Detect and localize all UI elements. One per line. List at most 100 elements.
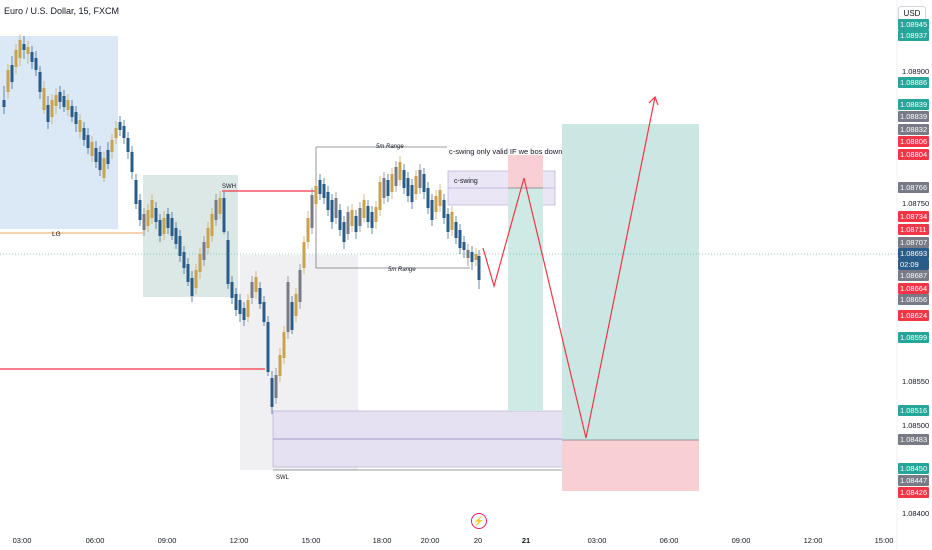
price-axis-label: 1.08500 (902, 421, 930, 430)
price-tag: 1.08656 (898, 294, 929, 305)
candlesticks (2, 34, 481, 414)
candle-body (22, 44, 26, 50)
time-label: 06:00 (85, 536, 105, 545)
projection-path (482, 96, 656, 439)
candle-body (118, 122, 122, 130)
price-tag: 1.08707 (898, 237, 929, 248)
time-label: 09:00 (157, 536, 177, 545)
candle-body (14, 50, 18, 67)
candle-body (66, 100, 70, 110)
candle-body (186, 264, 190, 282)
price-tag: 02:09 (898, 259, 929, 270)
price-tag: 1.08832 (898, 124, 929, 135)
time-label: 06:00 (659, 536, 679, 545)
candle-body (346, 212, 350, 234)
c-swing-note: c-swing only valid IF we bos down (449, 147, 562, 156)
candle-body (306, 218, 310, 242)
big-target-zone (562, 124, 699, 440)
candle-body (446, 214, 450, 232)
price-tag: 1.08886 (898, 77, 929, 88)
candle-body (90, 142, 94, 156)
price-tag: 1.08839 (898, 111, 929, 122)
candle-body (2, 100, 6, 107)
price-tag: 1.08804 (898, 149, 929, 160)
candle-body (26, 47, 30, 54)
price-tag: 1.08624 (898, 310, 929, 321)
candle-body (310, 195, 314, 228)
small-target-zone (508, 188, 543, 411)
candle-body (322, 184, 326, 198)
candle-body (338, 210, 342, 230)
candle-body (54, 95, 58, 106)
time-label: 03:00 (12, 536, 32, 545)
candle-body (274, 375, 278, 398)
candle-body (162, 218, 166, 234)
candle-body (418, 170, 422, 188)
candle-body (62, 96, 66, 107)
c-swing-label: c-swing (454, 178, 478, 185)
candle-body (142, 214, 146, 230)
candle-body (406, 178, 410, 196)
price-tag: 1.08945 (898, 19, 929, 30)
candle-body (126, 138, 130, 152)
candle-body (70, 106, 74, 117)
candle-body (34, 58, 38, 70)
price-tag: 1.08839 (898, 99, 929, 110)
candle-body (402, 170, 406, 188)
candle-body (82, 128, 86, 140)
price-tag: 1.08806 (898, 136, 929, 147)
time-label: 12:00 (803, 536, 823, 545)
candle-body (58, 92, 62, 102)
candle-body (94, 148, 98, 162)
price-tag: 1.08711 (898, 224, 929, 235)
candle-body (326, 192, 330, 210)
projection-arrow-head (648, 95, 659, 106)
price-tag: 1.08766 (898, 182, 929, 193)
candle-body (146, 210, 150, 226)
price-tag: 1.08447 (898, 475, 929, 486)
candle-body (250, 282, 254, 298)
candle-body (150, 200, 154, 218)
candle-body (210, 214, 214, 236)
candle-body (74, 112, 78, 124)
candle-body (238, 300, 242, 314)
candle-body (354, 216, 358, 232)
price-tag: 1.08426 (898, 487, 929, 498)
candle-body (102, 158, 106, 178)
candle-body (218, 198, 222, 214)
candle-body (114, 128, 118, 138)
candle-body (342, 222, 346, 242)
candle-body (350, 210, 354, 226)
candle-body (122, 126, 126, 138)
candle-body (198, 254, 202, 272)
candle-body (458, 230, 462, 248)
candle-body (422, 174, 426, 192)
candle-body (234, 294, 238, 310)
price-axis-label: 1.08750 (902, 199, 930, 208)
price-axis-label: 1.08550 (902, 377, 930, 386)
swh-label: SWH (222, 184, 236, 190)
candle-body (390, 174, 394, 192)
candle-body (314, 186, 318, 204)
candle-body (477, 256, 481, 280)
lightning-icon[interactable]: ⚡ (471, 513, 487, 529)
candle-body (434, 196, 438, 212)
candle-body (286, 282, 290, 332)
time-label: 20:00 (420, 536, 440, 545)
candle-body (474, 254, 478, 260)
candle-body (470, 252, 474, 262)
candle-body (258, 288, 262, 304)
candle-body (302, 242, 306, 268)
symbol-title[interactable]: Euro / U.S. Dollar, 15, FXCM (4, 6, 120, 16)
time-label: 03:00 (587, 536, 607, 545)
candle-body (462, 242, 466, 250)
candle-body (378, 182, 382, 210)
candle-body (170, 218, 174, 236)
candle-body (262, 302, 266, 322)
candle-body (278, 355, 282, 376)
candle-body (166, 214, 170, 228)
candle-body (394, 167, 398, 186)
candle-body (226, 240, 230, 284)
